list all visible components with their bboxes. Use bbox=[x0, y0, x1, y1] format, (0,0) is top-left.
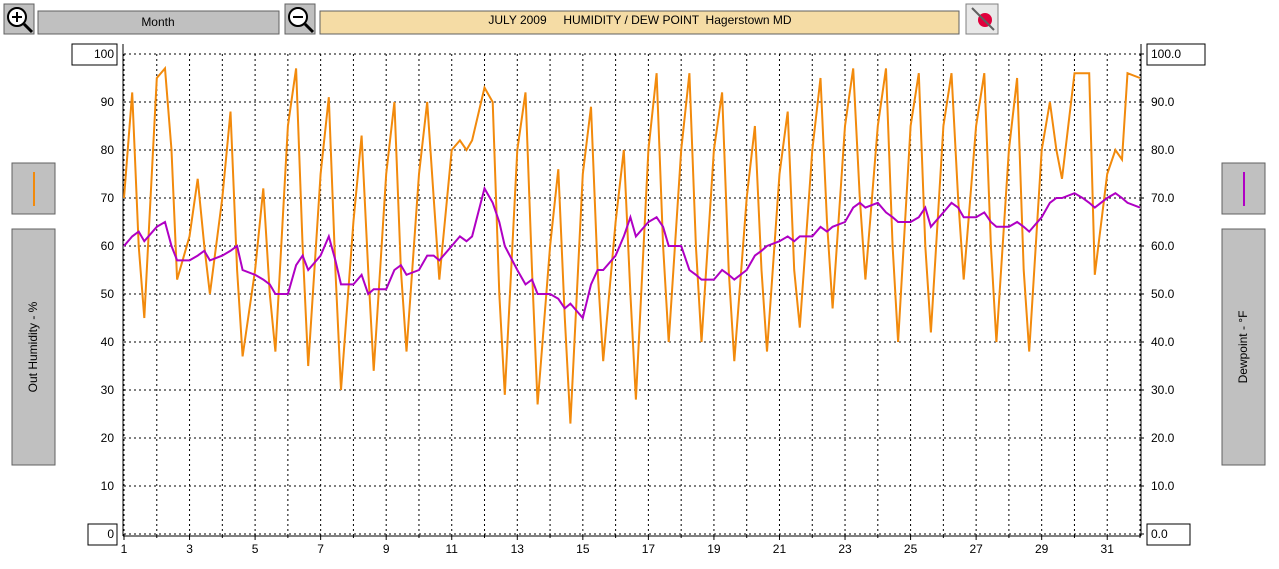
x-tick-label: 23 bbox=[838, 542, 852, 556]
y2-tick-label: 70.0 bbox=[1151, 191, 1175, 205]
x-tick-label: 31 bbox=[1101, 542, 1115, 556]
y-tick-label: 20 bbox=[101, 431, 115, 445]
y-tick-label: 40 bbox=[101, 335, 115, 349]
x-tick-label: 11 bbox=[446, 542, 459, 556]
x-tick-label: 15 bbox=[576, 542, 590, 556]
x-tick-label: 9 bbox=[383, 542, 390, 556]
zoom-out-button[interactable] bbox=[284, 3, 316, 35]
x-tick-label: 25 bbox=[904, 542, 918, 556]
y2-tick-label: 100.0 bbox=[1151, 47, 1181, 61]
y-tick-label: 0 bbox=[107, 527, 114, 541]
zoom-in-button[interactable] bbox=[3, 3, 35, 35]
tick-label-box bbox=[71, 43, 118, 66]
x-tick-label: 7 bbox=[317, 542, 324, 556]
x-tick-label: 1 bbox=[121, 542, 128, 556]
y-axis-label: Out Humidity - % bbox=[26, 301, 40, 392]
y-tick-label: 10 bbox=[101, 479, 115, 493]
chart-title: JULY 2009 HUMIDITY / DEW POINT Hagerstow… bbox=[488, 13, 792, 27]
x-tick-label: 5 bbox=[252, 542, 259, 556]
y2-tick-label: 30.0 bbox=[1151, 383, 1175, 397]
y-tick-label: 80 bbox=[101, 143, 115, 157]
x-tick-label: 21 bbox=[773, 542, 787, 556]
series-line bbox=[123, 185, 1141, 321]
y2-tick-label: 50.0 bbox=[1151, 287, 1175, 301]
x-tick-label: 13 bbox=[511, 542, 525, 556]
period-button[interactable] bbox=[37, 10, 280, 35]
x-tick-label: 29 bbox=[1035, 542, 1049, 556]
y-tick-label: 30 bbox=[101, 383, 115, 397]
y2-tick-label: 10.0 bbox=[1151, 479, 1175, 493]
y2-tick-label: 60.0 bbox=[1151, 239, 1175, 253]
x-tick-label: 3 bbox=[186, 542, 193, 556]
tick-label-box bbox=[1146, 43, 1206, 66]
y-axis-button[interactable] bbox=[11, 228, 56, 466]
series-line bbox=[123, 65, 1141, 424]
tick-label-box bbox=[87, 523, 118, 546]
y-tick-label: 50 bbox=[101, 287, 115, 301]
y-tick-label: 90 bbox=[101, 95, 115, 109]
x-tick-label: 17 bbox=[642, 542, 656, 556]
y2-tick-label: 20.0 bbox=[1151, 431, 1175, 445]
y-tick-label: 70 bbox=[101, 191, 115, 205]
title-box bbox=[319, 10, 960, 35]
y2-axis-button[interactable] bbox=[1221, 228, 1266, 466]
y2-tick-label: 0.0 bbox=[1151, 527, 1168, 541]
x-tick-label: 27 bbox=[969, 542, 983, 556]
y2-tick-label: 40.0 bbox=[1151, 335, 1175, 349]
y2-axis-label: Dewpoint - °F bbox=[1236, 311, 1250, 384]
y2-tick-label: 90.0 bbox=[1151, 95, 1175, 109]
settings-icon[interactable] bbox=[965, 3, 999, 35]
tick-label-box bbox=[1146, 523, 1191, 546]
y-tick-label: 60 bbox=[101, 239, 115, 253]
y2-tick-label: 80.0 bbox=[1151, 143, 1175, 157]
period-label: Month bbox=[141, 15, 174, 29]
y-tick-label: 100 bbox=[94, 47, 114, 61]
x-tick-label: 19 bbox=[707, 542, 721, 556]
